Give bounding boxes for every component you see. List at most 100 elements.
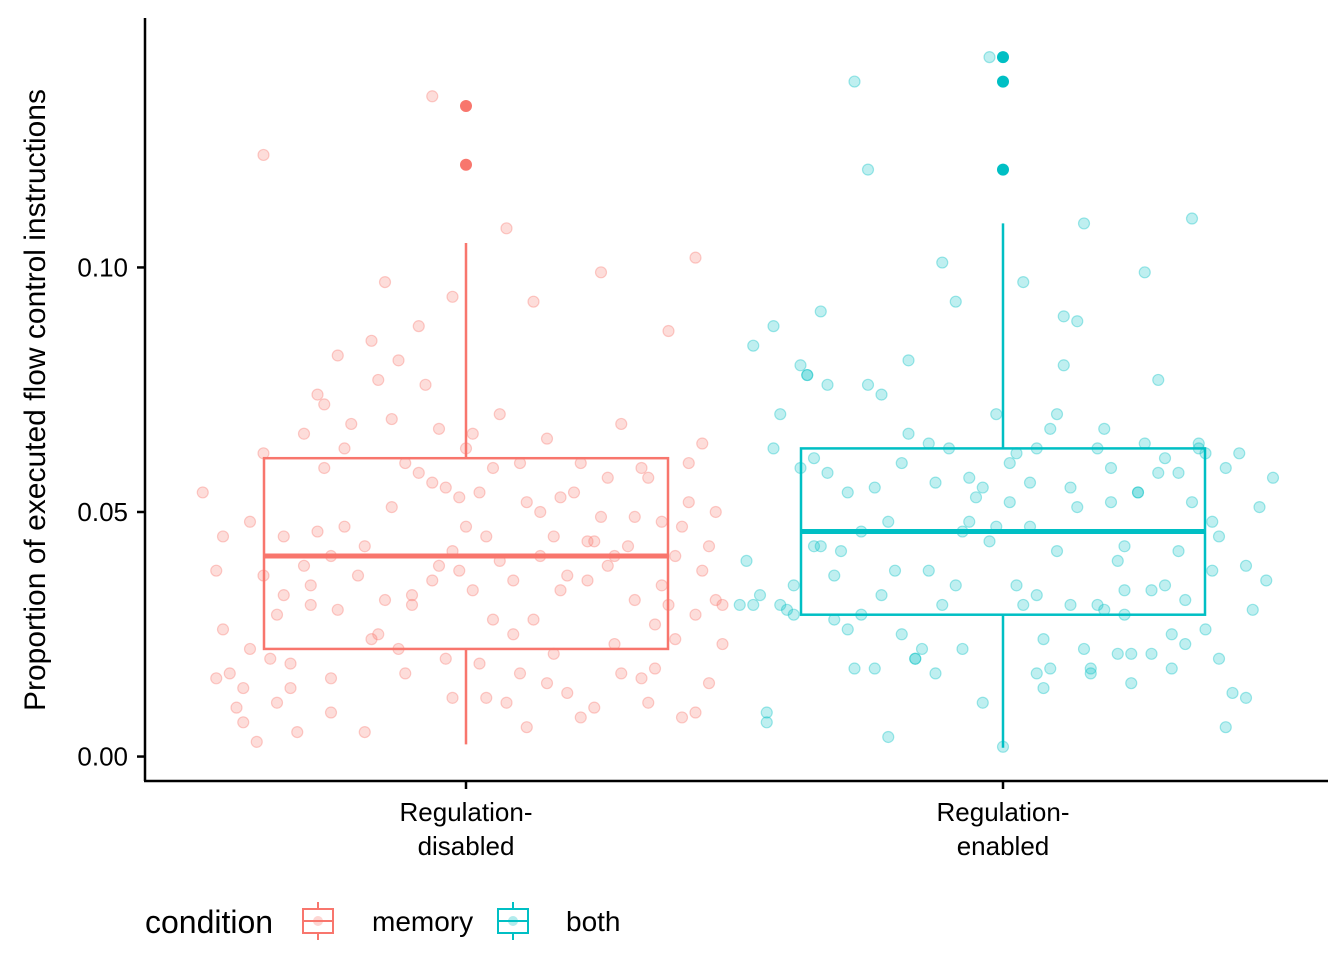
- data-point: [709, 593, 722, 607]
- data-point: [774, 598, 787, 612]
- data-point: [834, 545, 848, 558]
- x-tick-label: Regulation-: [400, 797, 533, 827]
- data-point: [1084, 667, 1097, 680]
- data-point: [453, 564, 466, 577]
- legend-label: both: [566, 906, 621, 937]
- data-point: [365, 633, 378, 646]
- data-point: [1104, 496, 1118, 509]
- data-point: [574, 711, 587, 724]
- data-point: [949, 295, 962, 308]
- legend: condition memory both: [145, 902, 621, 940]
- data-point: [405, 589, 419, 602]
- data-point: [284, 657, 297, 670]
- data-point: [895, 456, 908, 470]
- data-point: [848, 75, 861, 88]
- data-point: [405, 598, 419, 612]
- data-point: [655, 579, 668, 592]
- data-point: [1219, 721, 1232, 734]
- data-point: [689, 608, 702, 621]
- data-point: [861, 378, 875, 391]
- data-point: [196, 486, 209, 499]
- data-point: [868, 481, 881, 494]
- data-point: [1030, 589, 1043, 602]
- data-point: [635, 672, 648, 685]
- data-point: [304, 579, 317, 592]
- data-point: [540, 432, 554, 445]
- data-point: [1212, 530, 1226, 543]
- data-point: [983, 535, 996, 548]
- data-point: [709, 505, 722, 519]
- data-point: [747, 598, 760, 612]
- data-point: [500, 222, 513, 235]
- data-point: [304, 598, 317, 612]
- data-point: [669, 633, 682, 646]
- data-point: [1233, 447, 1246, 460]
- legend-key-point: [508, 916, 518, 926]
- data-point: [675, 711, 689, 724]
- data-point: [1158, 452, 1172, 465]
- data-point: [642, 471, 655, 484]
- data-point: [1064, 598, 1077, 612]
- data-point: [581, 574, 594, 587]
- data-point: [378, 276, 392, 289]
- data-point: [628, 510, 641, 523]
- outlier-point: [997, 75, 1009, 88]
- data-point: [594, 510, 608, 523]
- data-point: [311, 525, 324, 538]
- data-point: [1212, 652, 1226, 665]
- data-point: [378, 593, 392, 607]
- data-point: [270, 696, 284, 709]
- data-point: [814, 540, 827, 553]
- data-point: [821, 378, 834, 391]
- data-point: [210, 564, 223, 577]
- boxes-layer: [262, 51, 1207, 748]
- data-point: [486, 613, 500, 626]
- data-point: [1104, 461, 1118, 475]
- data-point: [669, 549, 682, 563]
- data-point: [882, 515, 895, 528]
- data-point: [237, 716, 250, 729]
- data-point: [432, 422, 446, 435]
- x-tick-label: Regulation-: [937, 797, 1070, 827]
- data-point: [1071, 315, 1084, 328]
- data-point: [486, 461, 500, 475]
- data-point: [439, 652, 452, 665]
- data-point: [250, 735, 263, 748]
- box-memory: [262, 100, 670, 745]
- ticks-layer: 0.00 0.05 0.10 Regulation-disabled Regulatio…: [77, 252, 1069, 861]
- y-tick-label: 0.10: [77, 252, 128, 282]
- data-point: [210, 672, 223, 685]
- data-point: [1003, 496, 1016, 509]
- data-point: [230, 701, 243, 714]
- data-point: [291, 725, 304, 739]
- data-point: [257, 148, 270, 162]
- data-point: [426, 574, 439, 587]
- box-both: [799, 51, 1207, 748]
- data-point: [277, 530, 290, 543]
- data-point: [716, 598, 729, 612]
- data-point: [956, 642, 969, 656]
- data-point: [1226, 686, 1239, 700]
- data-point: [902, 427, 915, 440]
- data-point: [689, 706, 702, 719]
- data-point: [1206, 515, 1219, 528]
- data-point: [888, 564, 902, 577]
- legend-item-both: both: [497, 902, 621, 940]
- data-point: [1253, 501, 1266, 514]
- x-tick-label: disabled: [418, 831, 515, 861]
- x-tick-label: enabled: [957, 831, 1050, 861]
- data-point: [480, 530, 493, 543]
- data-point: [628, 593, 641, 607]
- axes-layer: [143, 18, 1328, 783]
- data-point: [1077, 642, 1091, 656]
- data-point: [615, 667, 628, 680]
- data-point: [1030, 667, 1043, 680]
- data-point: [848, 662, 861, 675]
- data-point: [581, 535, 594, 548]
- data-point: [760, 716, 773, 729]
- data-point: [621, 540, 635, 553]
- data-point: [1071, 501, 1084, 514]
- jitter-points-layer: [196, 51, 1280, 753]
- data-point: [801, 368, 814, 382]
